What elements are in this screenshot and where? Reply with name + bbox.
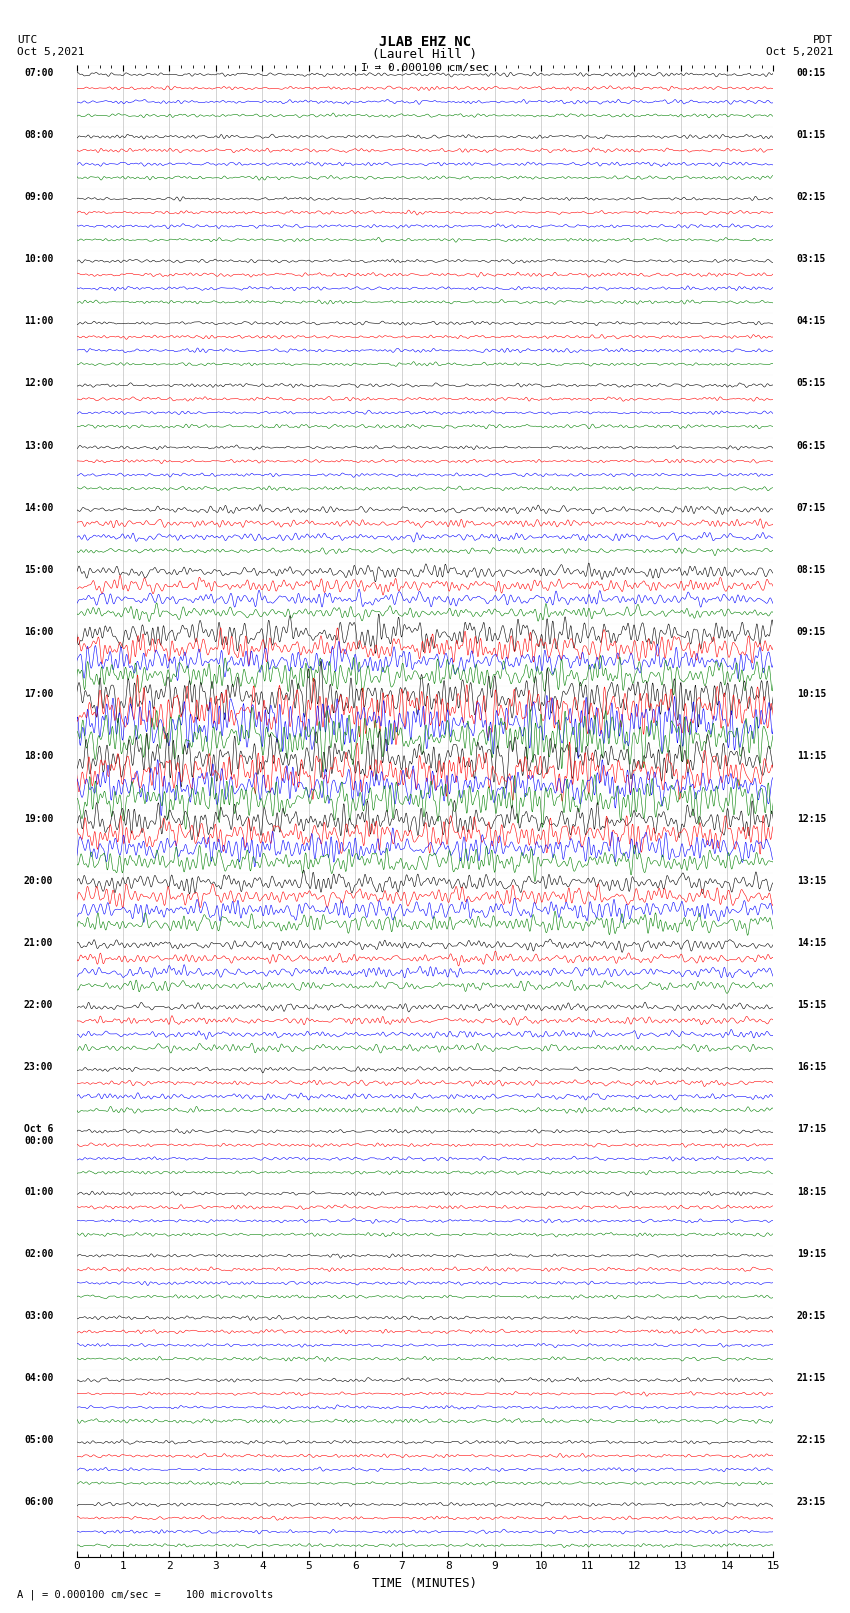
Text: 02:15: 02:15 — [796, 192, 826, 202]
Text: JLAB EHZ NC: JLAB EHZ NC — [379, 35, 471, 50]
Text: 06:00: 06:00 — [24, 1497, 54, 1508]
Text: 17:00: 17:00 — [24, 689, 54, 700]
Text: 07:00: 07:00 — [24, 68, 54, 77]
Text: 13:00: 13:00 — [24, 440, 54, 450]
Text: 18:15: 18:15 — [796, 1187, 826, 1197]
Text: 05:15: 05:15 — [796, 379, 826, 389]
Text: 14:15: 14:15 — [796, 939, 826, 948]
Text: 19:15: 19:15 — [796, 1248, 826, 1258]
Text: I = 0.000100 cm/sec: I = 0.000100 cm/sec — [361, 63, 489, 73]
Text: 08:00: 08:00 — [24, 129, 54, 140]
Text: Oct 6
00:00: Oct 6 00:00 — [24, 1124, 54, 1147]
X-axis label: TIME (MINUTES): TIME (MINUTES) — [372, 1578, 478, 1590]
Text: 22:15: 22:15 — [796, 1436, 826, 1445]
Text: 11:15: 11:15 — [796, 752, 826, 761]
Text: 12:15: 12:15 — [796, 813, 826, 824]
Text: 10:00: 10:00 — [24, 255, 54, 265]
Text: 15:00: 15:00 — [24, 565, 54, 574]
Text: A | = 0.000100 cm/sec =    100 microvolts: A | = 0.000100 cm/sec = 100 microvolts — [17, 1589, 273, 1600]
Text: PDT: PDT — [813, 35, 833, 45]
Text: 10:15: 10:15 — [796, 689, 826, 700]
Text: 06:15: 06:15 — [796, 440, 826, 450]
Text: 21:00: 21:00 — [24, 939, 54, 948]
Text: 01:00: 01:00 — [24, 1187, 54, 1197]
Text: 23:00: 23:00 — [24, 1063, 54, 1073]
Text: 04:00: 04:00 — [24, 1373, 54, 1384]
Text: 03:15: 03:15 — [796, 255, 826, 265]
Text: 13:15: 13:15 — [796, 876, 826, 886]
Text: 11:00: 11:00 — [24, 316, 54, 326]
Text: 22:00: 22:00 — [24, 1000, 54, 1010]
Text: 09:15: 09:15 — [796, 627, 826, 637]
Text: 15:15: 15:15 — [796, 1000, 826, 1010]
Text: 20:00: 20:00 — [24, 876, 54, 886]
Text: UTC: UTC — [17, 35, 37, 45]
Text: 23:15: 23:15 — [796, 1497, 826, 1508]
Text: 12:00: 12:00 — [24, 379, 54, 389]
Text: 16:00: 16:00 — [24, 627, 54, 637]
Text: 16:15: 16:15 — [796, 1063, 826, 1073]
Text: 08:15: 08:15 — [796, 565, 826, 574]
Text: Oct 5,2021: Oct 5,2021 — [17, 47, 84, 56]
Text: 20:15: 20:15 — [796, 1311, 826, 1321]
Text: 14:00: 14:00 — [24, 503, 54, 513]
Text: 05:00: 05:00 — [24, 1436, 54, 1445]
Text: 19:00: 19:00 — [24, 813, 54, 824]
Text: 17:15: 17:15 — [796, 1124, 826, 1134]
Text: 07:15: 07:15 — [796, 503, 826, 513]
Text: 09:00: 09:00 — [24, 192, 54, 202]
Text: 02:00: 02:00 — [24, 1248, 54, 1258]
Text: 04:15: 04:15 — [796, 316, 826, 326]
Text: 21:15: 21:15 — [796, 1373, 826, 1384]
Text: 18:00: 18:00 — [24, 752, 54, 761]
Text: Oct 5,2021: Oct 5,2021 — [766, 47, 833, 56]
Text: (Laurel Hill ): (Laurel Hill ) — [372, 48, 478, 61]
Text: 00:15: 00:15 — [796, 68, 826, 77]
Text: 03:00: 03:00 — [24, 1311, 54, 1321]
Text: 01:15: 01:15 — [796, 129, 826, 140]
